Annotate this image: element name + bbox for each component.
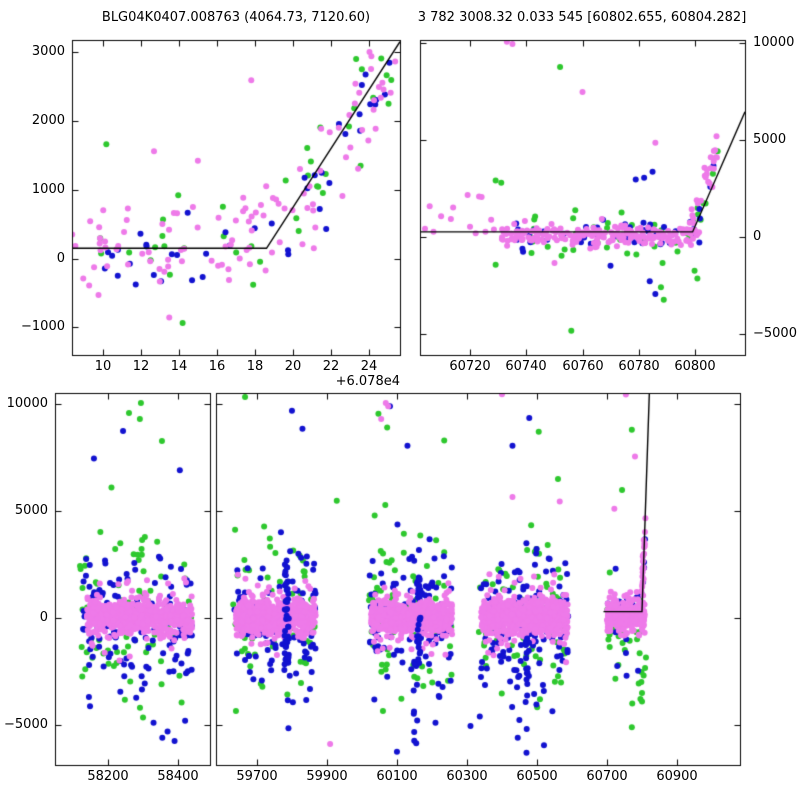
right-panel-title: 3 782 3008.32 0.033 545 [60802.655, 6080…: [417, 10, 747, 25]
x-axis-offset-label: +6.078e4: [335, 374, 400, 389]
left-panel-title: BLG04K0407.008763 (4064.73, 7120.60): [101, 10, 371, 25]
